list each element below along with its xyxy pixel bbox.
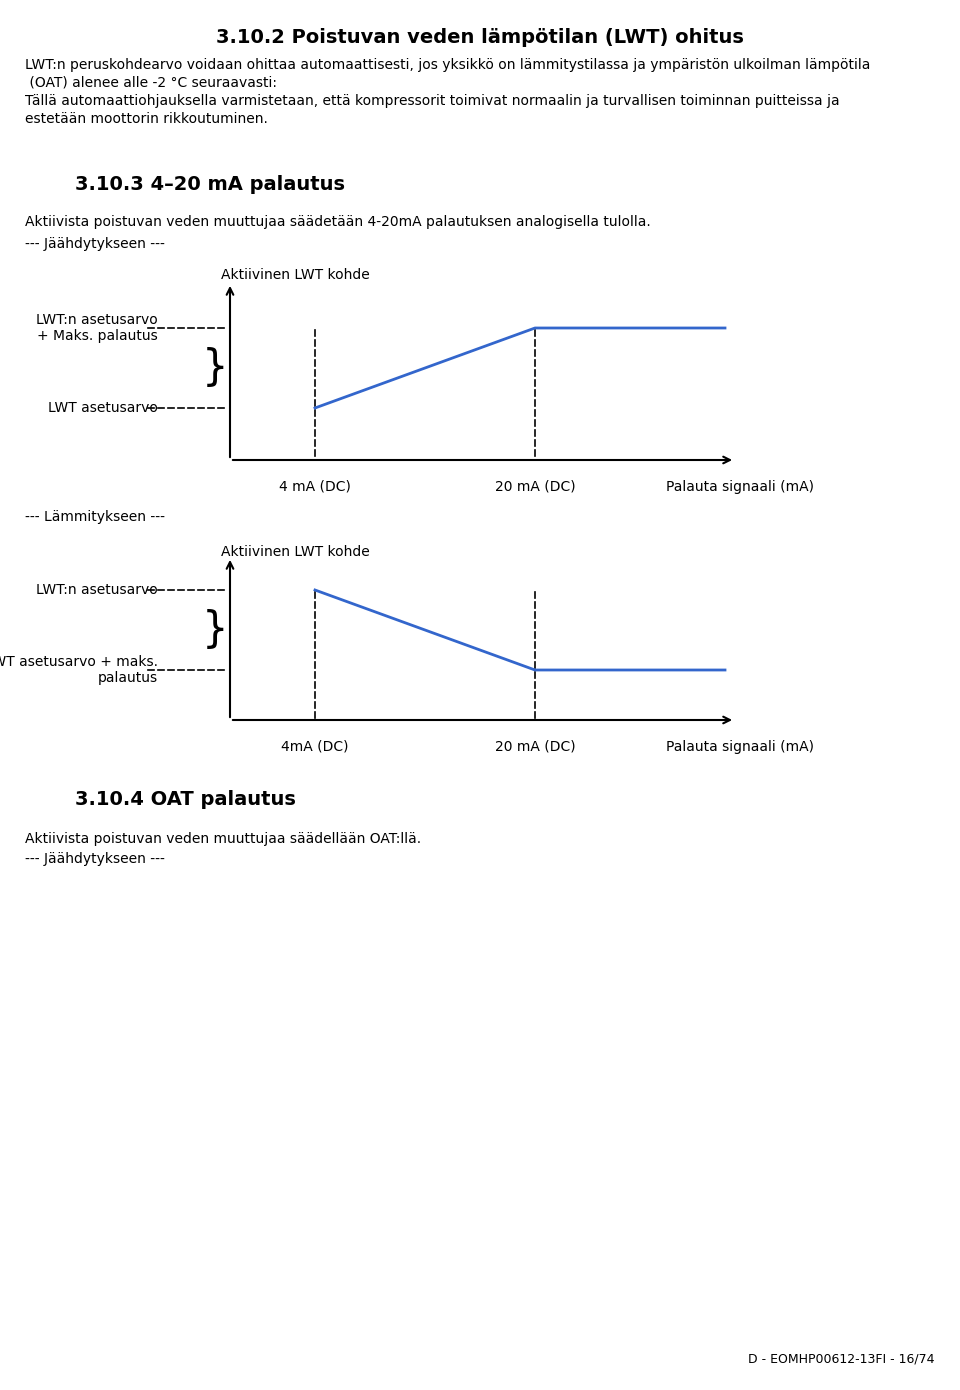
Text: estetään moottorin rikkoutuminen.: estetään moottorin rikkoutuminen. [25,113,268,126]
Text: LWT asetusarvo + maks.
palautus: LWT asetusarvo + maks. palautus [0,655,158,685]
Text: Aktiivinen LWT kohde: Aktiivinen LWT kohde [221,545,370,559]
Text: Aktiivista poistuvan veden muuttujaa säädetään 4-20mA palautuksen analogisella t: Aktiivista poistuvan veden muuttujaa sää… [25,215,651,229]
Text: LWT:n asetusarvo
+ Maks. palautus: LWT:n asetusarvo + Maks. palautus [36,313,158,343]
Text: --- Jäähdytykseen ---: --- Jäähdytykseen --- [25,238,165,252]
Text: }: } [202,609,228,651]
Text: 3.10.4 OAT palautus: 3.10.4 OAT palautus [75,790,296,809]
Text: 4 mA (DC): 4 mA (DC) [279,480,351,493]
Text: (OAT) alenee alle -2 °C seuraavasti:: (OAT) alenee alle -2 °C seuraavasti: [25,76,277,90]
Text: LWT:n asetusarvo: LWT:n asetusarvo [36,582,158,596]
Text: 3.10.3 4–20 mA palautus: 3.10.3 4–20 mA palautus [75,175,345,195]
Text: 20 mA (DC): 20 mA (DC) [494,739,575,753]
Text: }: } [202,348,228,389]
Text: --- Jäähdytykseen ---: --- Jäähdytykseen --- [25,852,165,866]
Text: 20 mA (DC): 20 mA (DC) [494,480,575,493]
Text: Palauta signaali (mA): Palauta signaali (mA) [666,480,814,493]
Text: Aktiivinen LWT kohde: Aktiivinen LWT kohde [221,268,370,282]
Text: D - EOMHP00612-13FI - 16/74: D - EOMHP00612-13FI - 16/74 [749,1352,935,1365]
Text: --- Lämmitykseen ---: --- Lämmitykseen --- [25,510,165,524]
Text: Palauta signaali (mA): Palauta signaali (mA) [666,739,814,753]
Text: Tällä automaattiohjauksella varmistetaan, että kompressorit toimivat normaalin j: Tällä automaattiohjauksella varmistetaan… [25,95,840,108]
Text: LWT asetusarvo: LWT asetusarvo [48,400,158,416]
Text: Aktiivista poistuvan veden muuttujaa säädellään OAT:llä.: Aktiivista poistuvan veden muuttujaa sää… [25,833,421,847]
Text: 4mA (DC): 4mA (DC) [281,739,348,753]
Text: 3.10.2 Poistuvan veden lämpötilan (LWT) ohitus: 3.10.2 Poistuvan veden lämpötilan (LWT) … [216,28,744,47]
Text: LWT:n peruskohdearvo voidaan ohittaa automaattisesti, jos yksikkö on lämmitystil: LWT:n peruskohdearvo voidaan ohittaa aut… [25,58,871,72]
